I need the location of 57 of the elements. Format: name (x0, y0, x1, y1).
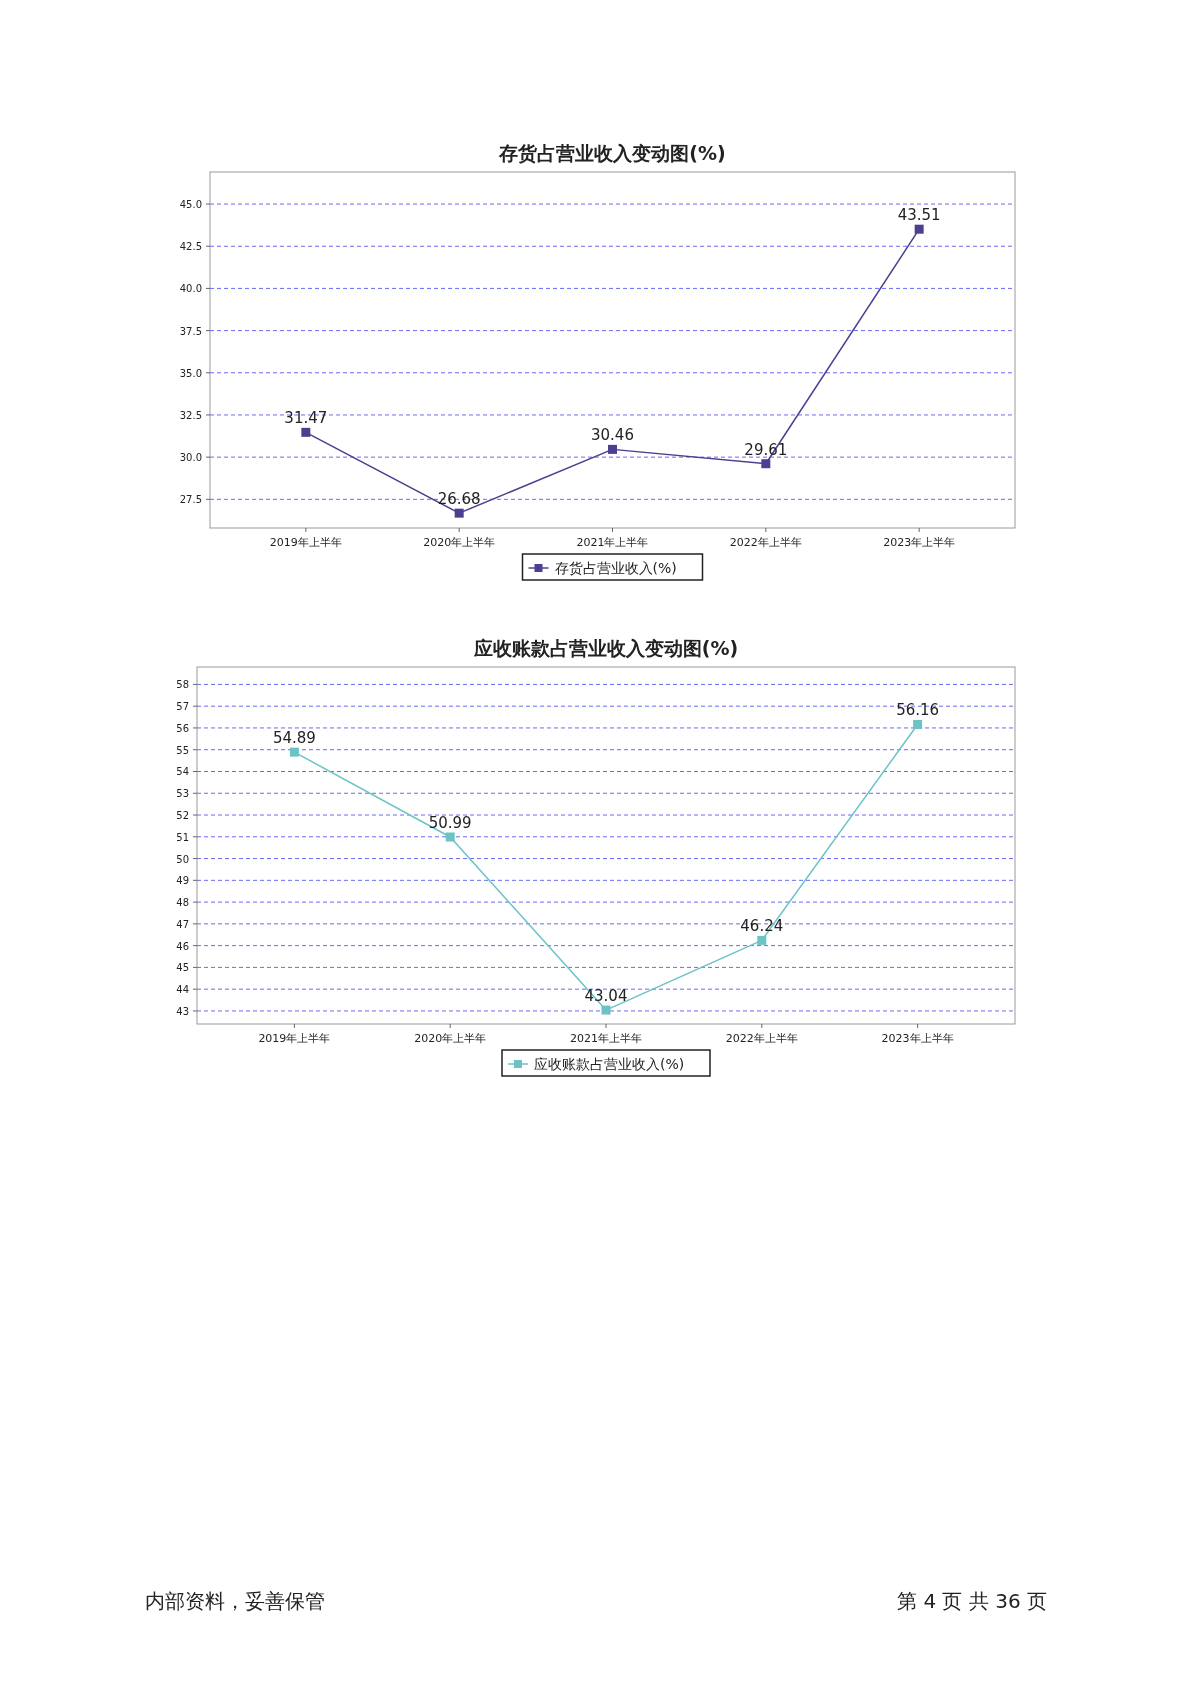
y-tick-label: 56 (176, 722, 189, 734)
x-tick-label: 2021年上半年 (576, 536, 649, 549)
data-label: 43.51 (897, 206, 941, 225)
legend-label: 应收账款占营业收入(%) (534, 1056, 685, 1072)
x-tick-label: 2023年上半年 (883, 536, 956, 549)
point (601, 1005, 611, 1015)
y-tick-label: 54 (176, 766, 189, 778)
x-tick-label: 2020年上半年 (414, 1032, 487, 1045)
y-tick-label: 49 (176, 875, 189, 887)
data-label: 31.47 (284, 409, 328, 428)
x-tick-label: 2021年上半年 (570, 1032, 642, 1045)
y-tick-label: 52 (176, 810, 189, 822)
point (757, 935, 767, 945)
y-tick-label: 57 (176, 701, 189, 713)
y-tick-label: 27.5 (179, 494, 202, 506)
point (445, 832, 455, 842)
y-tick-label: 53 (176, 788, 189, 800)
chart-title: 存货占营业收入变动图(%) (498, 142, 726, 164)
y-tick-label: 47 (176, 918, 189, 930)
y-tick-label: 35.0 (179, 367, 202, 379)
point (608, 444, 617, 454)
y-tick-label: 42.5 (179, 241, 202, 253)
data-label: 30.46 (591, 426, 634, 445)
x-tick-label: 2019年上半年 (258, 1032, 331, 1045)
x-tick-label: 2022年上半年 (729, 536, 802, 549)
point (301, 427, 311, 437)
y-tick-label: 37.5 (179, 325, 202, 337)
point (913, 719, 923, 729)
x-tick-label: 2022年上半年 (725, 1032, 798, 1045)
y-tick-label: 32.5 (179, 409, 202, 421)
y-tick-label: 40.0 (179, 283, 202, 295)
x-tick-label: 2020年上半年 (423, 536, 496, 549)
text: 第 4 页 共 36 页 (897, 1589, 1047, 1613)
data-label: 56.16 (896, 701, 940, 720)
y-tick-label: 55 (176, 744, 189, 756)
point (761, 459, 771, 469)
legend-label: 存货占营业收入(%) (554, 560, 677, 576)
y-tick-label: 45.0 (179, 199, 202, 211)
point (454, 508, 464, 518)
text: 内部资料，妥善保管 (145, 1589, 325, 1613)
point (914, 224, 924, 234)
y-tick-label: 30.0 (179, 452, 202, 464)
y-tick-label: 45 (176, 962, 189, 974)
x-tick-label: 2023年上半年 (881, 1032, 954, 1045)
y-tick-label: 51 (176, 831, 189, 843)
y-tick-label: 48 (176, 897, 189, 909)
data-label: 54.89 (272, 729, 316, 748)
chart-title: 应收账款占营业收入变动图(%) (472, 637, 739, 659)
y-tick-label: 50 (176, 853, 189, 865)
y-tick-label: 58 (176, 679, 189, 691)
x-tick-label: 2019年上半年 (269, 536, 342, 549)
point (289, 747, 299, 757)
y-tick-label: 44 (176, 984, 189, 996)
data-label: 26.68 (437, 490, 481, 509)
y-tick-label: 43 (176, 1005, 189, 1017)
data-label: 50.99 (428, 814, 472, 833)
y-tick-label: 46 (176, 940, 189, 952)
